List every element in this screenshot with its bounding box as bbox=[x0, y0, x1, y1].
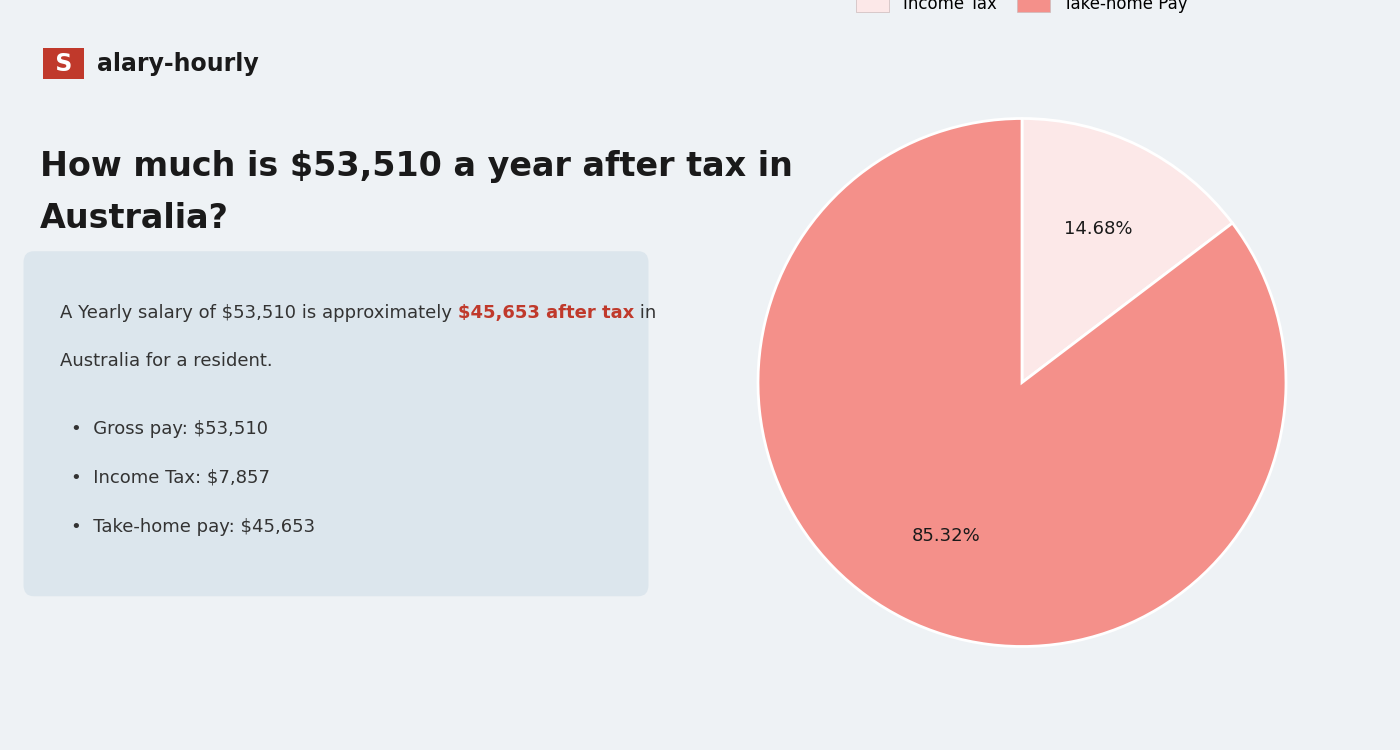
Text: Australia for a resident.: Australia for a resident. bbox=[60, 352, 273, 370]
Text: Australia?: Australia? bbox=[41, 202, 230, 236]
Text: •  Take-home pay: $45,653: • Take-home pay: $45,653 bbox=[70, 518, 315, 536]
Text: 85.32%: 85.32% bbox=[911, 527, 980, 545]
Wedge shape bbox=[757, 118, 1287, 646]
Text: A Yearly salary of $53,510 is approximately: A Yearly salary of $53,510 is approximat… bbox=[60, 304, 458, 322]
Wedge shape bbox=[1022, 118, 1232, 382]
Text: $45,653 after tax: $45,653 after tax bbox=[458, 304, 634, 322]
Text: in: in bbox=[634, 304, 657, 322]
Text: S: S bbox=[48, 52, 81, 76]
FancyBboxPatch shape bbox=[24, 251, 648, 596]
Text: alary-hourly: alary-hourly bbox=[98, 52, 259, 76]
Text: How much is $53,510 a year after tax in: How much is $53,510 a year after tax in bbox=[41, 150, 794, 183]
Text: •  Income Tax: $7,857: • Income Tax: $7,857 bbox=[70, 469, 270, 487]
Text: •  Gross pay: $53,510: • Gross pay: $53,510 bbox=[70, 420, 267, 438]
Text: 14.68%: 14.68% bbox=[1064, 220, 1133, 238]
Legend: Income Tax, Take-home Pay: Income Tax, Take-home Pay bbox=[855, 0, 1189, 13]
